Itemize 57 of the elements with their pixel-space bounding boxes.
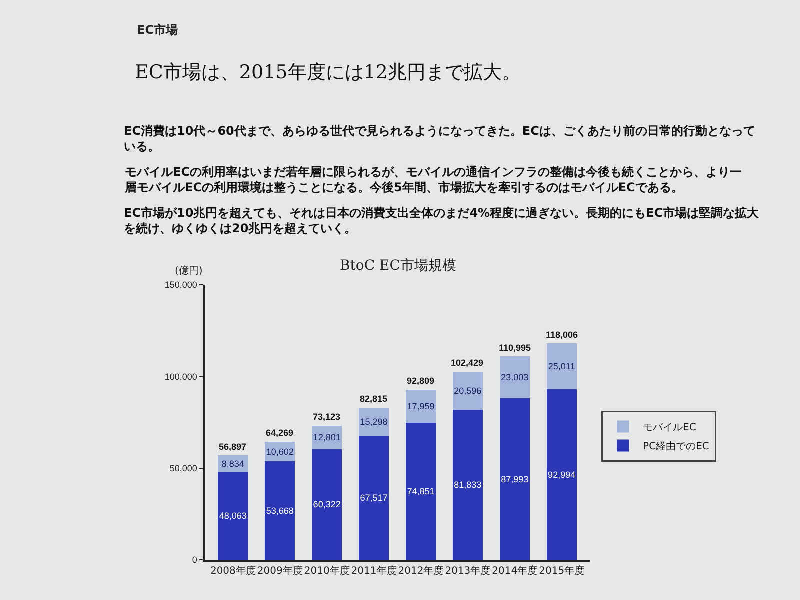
data-label: 12,801 bbox=[313, 432, 341, 443]
x-tick-label: 2013年度 bbox=[445, 564, 491, 577]
legend-label: モバイルEC bbox=[643, 422, 696, 434]
text: EC消費は10代～60代まで、あらゆる世代で見られるようになってきた。ECは、ごくあたり前の日常的行動となっている。 bbox=[124, 124, 756, 154]
bar bbox=[500, 356, 530, 399]
data-label: 48,063 bbox=[219, 510, 247, 521]
y-tick-label: 0 bbox=[192, 555, 198, 566]
data-label: 87,993 bbox=[501, 474, 529, 484]
y-tick-label: 50,000 bbox=[170, 463, 198, 474]
total-label: 73,123 bbox=[313, 412, 341, 422]
text: EC市場 bbox=[137, 23, 178, 37]
x-tick-label: 2011年度 bbox=[351, 564, 397, 577]
chart-subtitle: BtoC EC市場規模 bbox=[340, 258, 456, 274]
bar bbox=[312, 449, 342, 560]
bar bbox=[546, 390, 577, 560]
data-label: 23,003 bbox=[501, 372, 529, 383]
bar bbox=[359, 436, 390, 560]
data-label: 8,834 bbox=[222, 458, 244, 469]
data-label: 60,322 bbox=[313, 500, 341, 510]
total-label: 56,897 bbox=[219, 442, 247, 452]
data-label: 10,602 bbox=[266, 446, 294, 457]
legend-label: PC経由でのEC bbox=[643, 440, 710, 453]
x-tick-label: 2012年度 bbox=[398, 564, 444, 577]
data-label: 25,011 bbox=[548, 362, 576, 372]
data-label: 92,994 bbox=[548, 470, 576, 480]
bar bbox=[218, 472, 248, 560]
y-tick-label: 100,000 bbox=[164, 372, 198, 382]
total-label: 82,815 bbox=[360, 394, 388, 404]
bar bbox=[500, 398, 530, 560]
bar bbox=[546, 344, 577, 390]
data-label: 15,298 bbox=[360, 417, 388, 428]
total-label: 118,006 bbox=[546, 330, 578, 340]
chart-title: EC市場は、2015年度には12兆円まで拡大。 bbox=[135, 62, 521, 84]
x-tick-label: 2014年度 bbox=[492, 564, 538, 577]
data-label: 17,959 bbox=[407, 401, 435, 412]
bar bbox=[452, 410, 483, 560]
y-tick-label: 150,000 bbox=[164, 280, 198, 290]
x-tick-label: 2009年度 bbox=[257, 564, 303, 577]
total-label: 102,429 bbox=[451, 358, 484, 368]
y-axis-title: (億円) bbox=[175, 265, 203, 277]
total-label: 92,809 bbox=[407, 376, 435, 386]
text: EC市場が10兆円を超えても、それは日本の消費支出全体のまだ4%程度に過ぎない。長期的にもEC市場は堅調な拡大を続け、ゆくゆくは20兆円を超えていく。 bbox=[124, 206, 760, 236]
text: モバイルECの利用率はいまだ若年層に限られるが、モバイルの通信インフラの整備は今後も続くことから、より一層モバイルECの利用環境は整うことになる。今後5年間、市場拡大を牽引するのはモバイルECである。 bbox=[124, 165, 742, 195]
data-label: 74,851 bbox=[407, 486, 435, 496]
bar bbox=[406, 390, 436, 423]
data-label: 20,596 bbox=[454, 386, 482, 396]
data-label: 81,833 bbox=[454, 480, 482, 490]
bar bbox=[452, 372, 483, 410]
bar bbox=[265, 462, 296, 560]
x-tick-label: 2008年度 bbox=[210, 564, 256, 577]
x-tick-label: 2010年度 bbox=[304, 564, 350, 577]
total-label: 64,269 bbox=[266, 428, 294, 438]
data-label: 53,668 bbox=[266, 506, 294, 516]
bar bbox=[406, 422, 436, 560]
x-tick-label: 2015年度 bbox=[539, 564, 585, 577]
data-label: 67,517 bbox=[360, 493, 388, 504]
total-label: 110,995 bbox=[499, 343, 532, 353]
